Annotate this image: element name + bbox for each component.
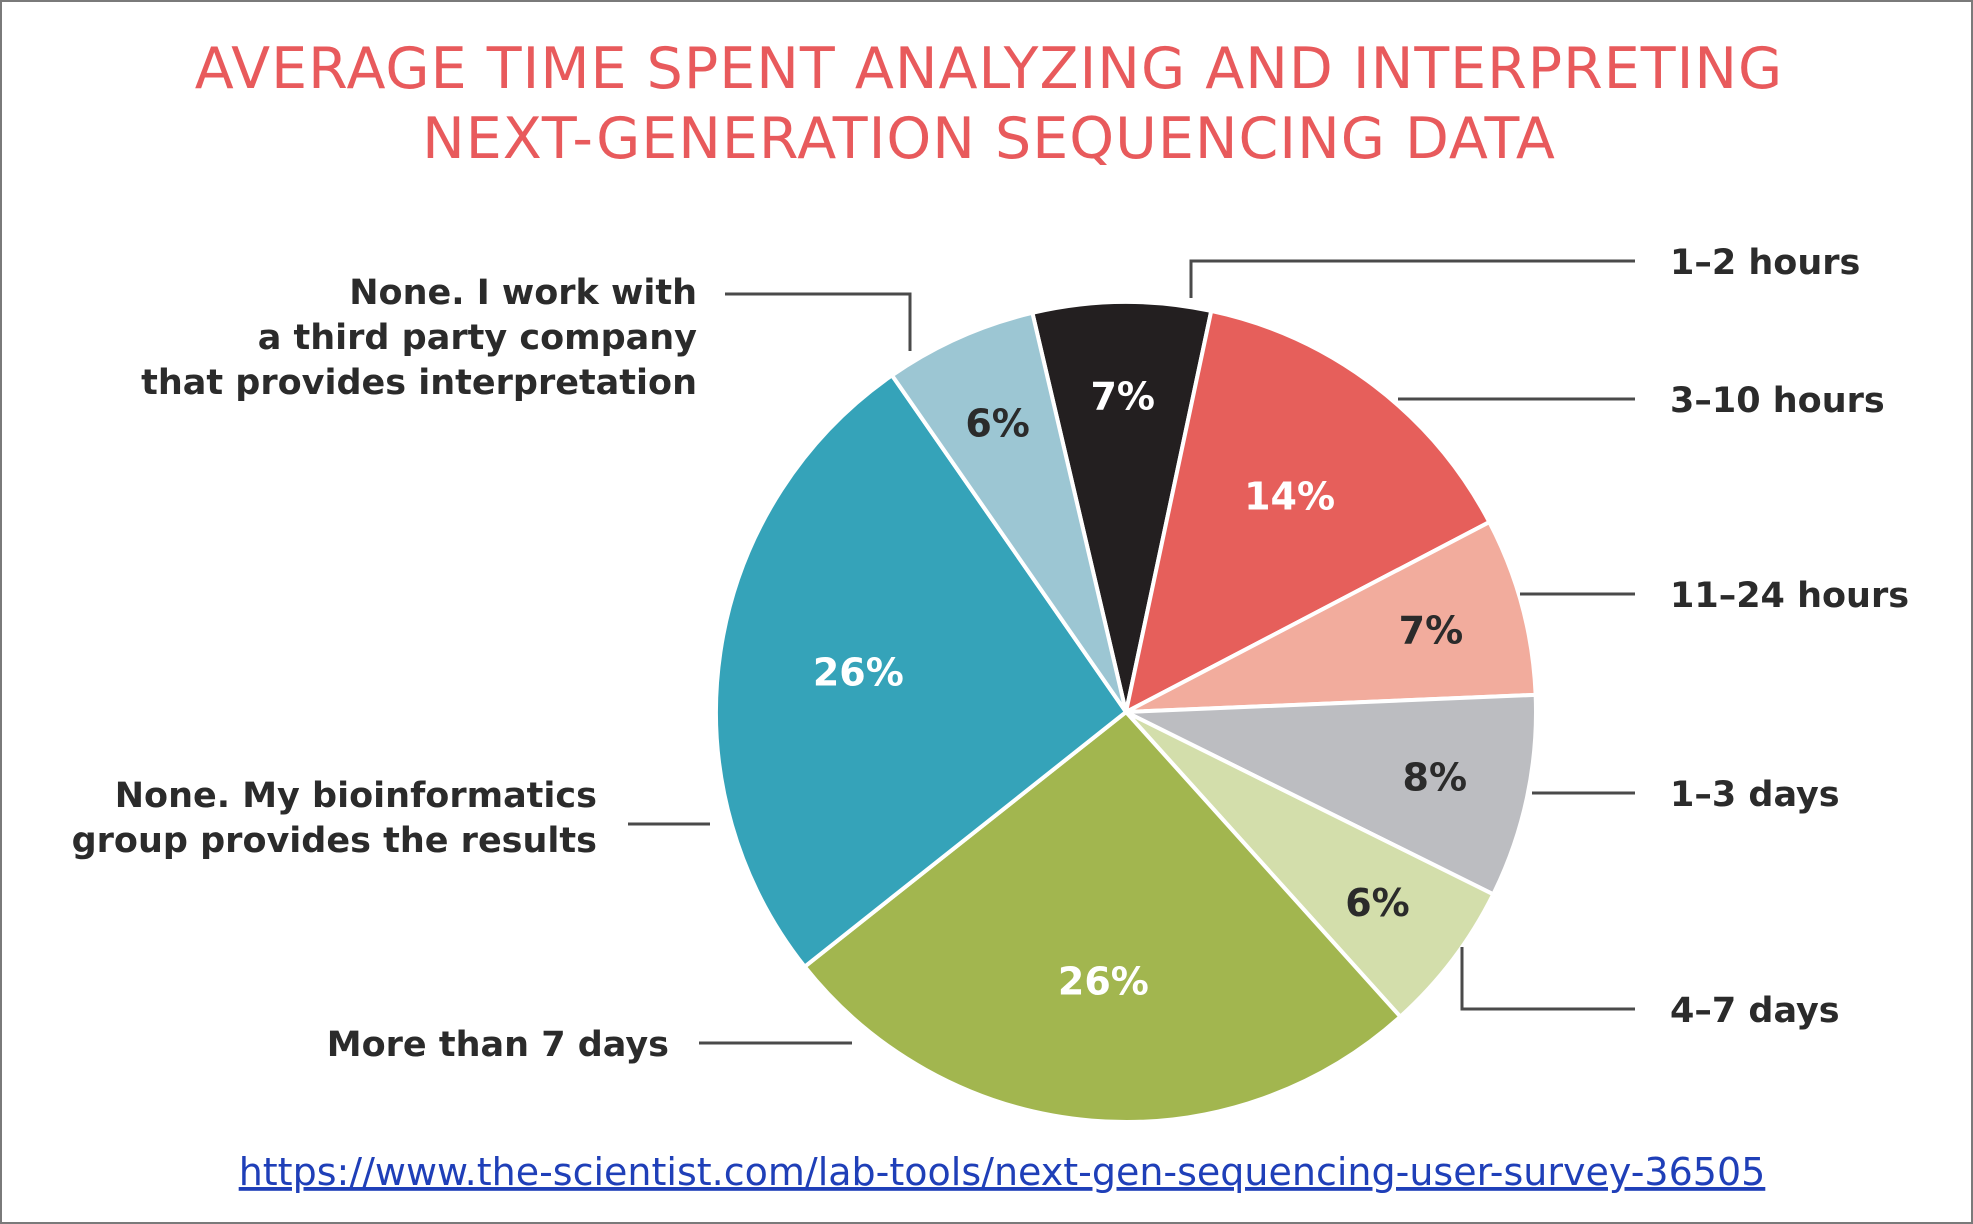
slice-category-label-2-line-1: 3–10 hours — [1670, 381, 1885, 421]
pie-slice-7 — [714, 372, 1129, 970]
slice-category-label-5-line-1: 4–7 days — [1670, 991, 1840, 1031]
slice-percent-label-8: 6% — [965, 402, 1030, 446]
pie-slice-5 — [1124, 710, 1496, 1020]
slice-category-label-8-line-1: None. I work with — [349, 273, 697, 313]
slice-percent-label-6: 26% — [1058, 960, 1149, 1004]
slice-percent-label-7: 26% — [813, 651, 904, 695]
chart-title-line-2: NEXT-GENERATION SEQUENCING DATA — [422, 106, 1556, 172]
slice-percent-label-5: 6% — [1345, 881, 1410, 925]
pie-slice-6 — [801, 709, 1404, 1124]
slice-category-label-3-line-1: 11–24 hours — [1670, 576, 1909, 616]
slice-percent-label-2: 14% — [1244, 475, 1335, 519]
pie-slice-3 — [1125, 519, 1538, 714]
pie-slice-1 — [1029, 300, 1214, 713]
pie-slice-4 — [1125, 692, 1538, 897]
slice-category-label-7-line-1: None. My bioinformatics — [115, 776, 597, 816]
leader-line-5 — [1460, 947, 1635, 1011]
slice-category-label-8-line-3: that provides interpretation — [141, 363, 697, 403]
source-link[interactable]: https://www.the-scientist.com/lab-tools/… — [239, 1150, 1766, 1194]
slice-category-label-8-line-2: a third party company — [258, 318, 697, 358]
pie-slices — [714, 300, 1538, 1124]
pie-slice-2 — [1123, 308, 1493, 716]
slice-category-labels: 1–2 hours 3–10 hours 11–24 hours 1–3 days 4–… — [72, 243, 1909, 1065]
leader-lines — [628, 259, 1635, 1045]
leader-line-8 — [725, 292, 912, 351]
slice-category-label-7-line-2: group provides the results — [72, 821, 597, 861]
chart-title-line-1: AVERAGE TIME SPENT ANALYZING AND INTERPR… — [195, 36, 1783, 102]
slice-category-label-6-line-1: More than 7 days — [327, 1025, 669, 1065]
slice-percent-label-3: 7% — [1399, 608, 1464, 652]
leader-line-1 — [1189, 259, 1635, 298]
slice-percent-labels: 7% 14% 7% 8% 6% 26% 26% 6% — [813, 374, 1467, 1003]
slice-percent-label-1: 7% — [1090, 374, 1155, 418]
slice-category-label-1-line-1: 1–2 hours — [1670, 243, 1860, 283]
slice-percent-label-4: 8% — [1403, 756, 1468, 800]
chart-title: AVERAGE TIME SPENT ANALYZING AND INTERPR… — [195, 36, 1783, 172]
slice-category-label-4-line-1: 1–3 days — [1670, 775, 1840, 815]
pie-slice-8 — [889, 310, 1128, 714]
